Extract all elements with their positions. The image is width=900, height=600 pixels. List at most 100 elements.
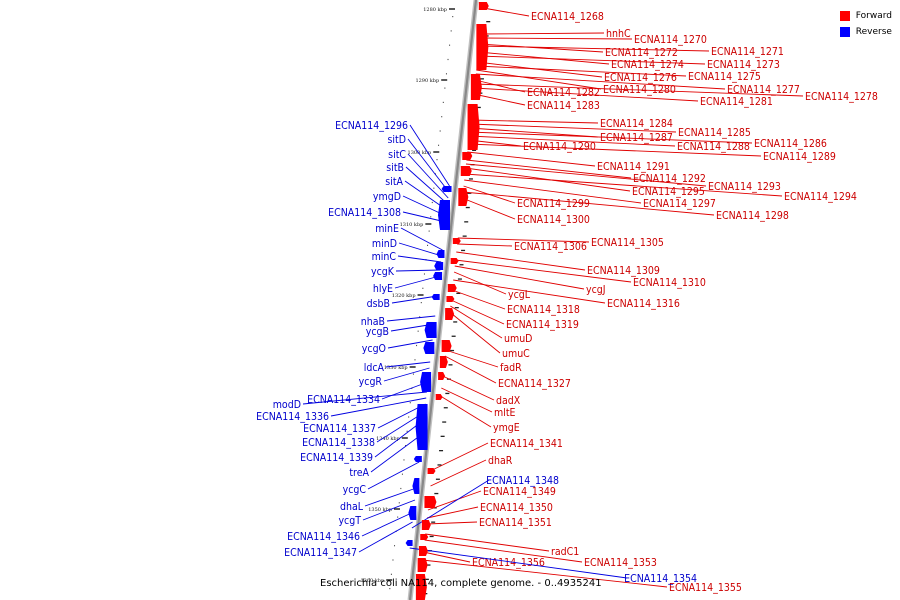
minor-tick [392, 559, 394, 561]
forward-gene-label: ECNA114_1284 [600, 118, 673, 130]
reverse-gene-label: ECNA114_1336 [256, 411, 329, 423]
reverse-connector [358, 521, 413, 553]
reverse-connector [302, 391, 427, 405]
minor-tick [453, 321, 458, 323]
reverse-connector [364, 487, 417, 507]
minor-tick [451, 335, 456, 337]
minor-tick [419, 316, 421, 318]
forward-feature [427, 468, 436, 474]
reverse-feature [423, 342, 435, 354]
reverse-feature [420, 372, 432, 392]
minor-tick [406, 430, 408, 432]
reverse-gene-label: sitC [388, 149, 406, 161]
forward-gene-label: ECNA114_1273 [707, 59, 780, 71]
forward-connector [422, 559, 668, 588]
forward-gene-label: ECNA114_1291 [597, 161, 670, 173]
forward-feature [447, 284, 457, 292]
forward-gene-label: ECNA114_1306 [514, 241, 587, 253]
forward-gene-label: ECNA114_1341 [490, 438, 563, 450]
minor-tick [457, 278, 462, 280]
forward-feature [452, 238, 461, 244]
reverse-connector [362, 499, 416, 521]
forward-connector [469, 135, 676, 147]
reverse-gene-label: treA [349, 467, 369, 479]
forward-feature [446, 296, 455, 302]
reverse-gene-label: hlyE [373, 283, 393, 295]
reverse-connector [400, 227, 443, 251]
reverse-gene-label: ECNA114_1347 [284, 547, 357, 559]
reverse-gene-label: minD [372, 238, 397, 250]
forward-gene-label: ECNA114_1286 [754, 138, 827, 150]
tick-label: 1280 kbp [423, 7, 447, 13]
forward-gene-label: ECNA114_1327 [498, 378, 571, 390]
reverse-connector [383, 367, 430, 382]
minor-tick [479, 78, 484, 80]
reverse-feature [438, 200, 450, 230]
reverse-connector [391, 295, 438, 304]
forward-feature [421, 520, 431, 530]
forward-connector [444, 355, 497, 384]
forward-connector [445, 349, 499, 368]
minor-tick [442, 101, 444, 103]
forward-connector [478, 45, 710, 52]
minor-tick [430, 216, 432, 218]
reverse-feature [436, 250, 445, 258]
reverse-gene-label: dsbB [367, 298, 390, 310]
minor-tick [464, 221, 469, 223]
legend-reverse-label: Reverse [855, 27, 892, 37]
forward-connector [483, 7, 530, 17]
forward-connector [477, 61, 603, 78]
reverse-gene-label: ECNA114_1337 [303, 423, 376, 435]
reverse-gene-label: ycgT [338, 515, 361, 527]
minor-tick [398, 502, 400, 504]
forward-gene-label: hnhC [606, 28, 631, 40]
reverse-connector [395, 269, 441, 272]
forward-feature [435, 394, 443, 400]
forward-connector [453, 271, 507, 295]
forward-gene-label: ECNA114_1300 [517, 214, 590, 226]
reverse-gene-label: sitB [386, 162, 404, 174]
forward-connector [425, 533, 550, 552]
forward-gene-label: ECNA114_1353 [584, 557, 657, 569]
forward-connector [466, 159, 632, 179]
reverse-feature [433, 272, 443, 280]
forward-connector [473, 93, 526, 106]
forward-gene-label: dhaR [488, 455, 513, 467]
minor-tick [462, 235, 467, 237]
forward-gene-label: ECNA114_1271 [711, 46, 784, 58]
minor-tick [447, 58, 449, 61]
forward-connector [462, 191, 715, 216]
reverse-connector [394, 275, 440, 289]
reverse-feature [405, 540, 413, 546]
reverse-connector [405, 166, 448, 205]
reverse-connector [409, 124, 450, 187]
forward-connector [441, 387, 493, 413]
reverse-feature [424, 322, 437, 338]
forward-feature [460, 166, 472, 176]
reverse-gene-label: ECNA114_1296 [335, 120, 408, 132]
forward-connector [456, 251, 586, 271]
reverse-connector [409, 547, 628, 579]
reverse-feature [413, 456, 422, 462]
minor-tick [434, 492, 439, 495]
forward-gene-label: ECNA114_1299 [517, 198, 590, 210]
forward-connector [423, 551, 471, 563]
forward-connector [454, 265, 585, 290]
minor-tick [440, 435, 445, 437]
forward-connector [426, 506, 479, 519]
forward-gene-label: ECNA114_1297 [643, 198, 716, 210]
forward-connector [479, 43, 604, 53]
forward-connector [474, 83, 804, 97]
forward-connector [451, 289, 506, 310]
minor-tick [443, 407, 448, 409]
minor-tick [405, 445, 407, 447]
minor-tick [456, 292, 461, 294]
forward-feature [450, 258, 459, 264]
forward-feature [470, 74, 482, 100]
minor-tick [459, 264, 464, 266]
reverse-connector [398, 242, 442, 257]
reverse-connector [361, 511, 414, 537]
legend: Forward Reverse [839, 8, 892, 40]
reverse-connector [407, 138, 450, 193]
reverse-gene-label: ldcA [364, 362, 385, 374]
